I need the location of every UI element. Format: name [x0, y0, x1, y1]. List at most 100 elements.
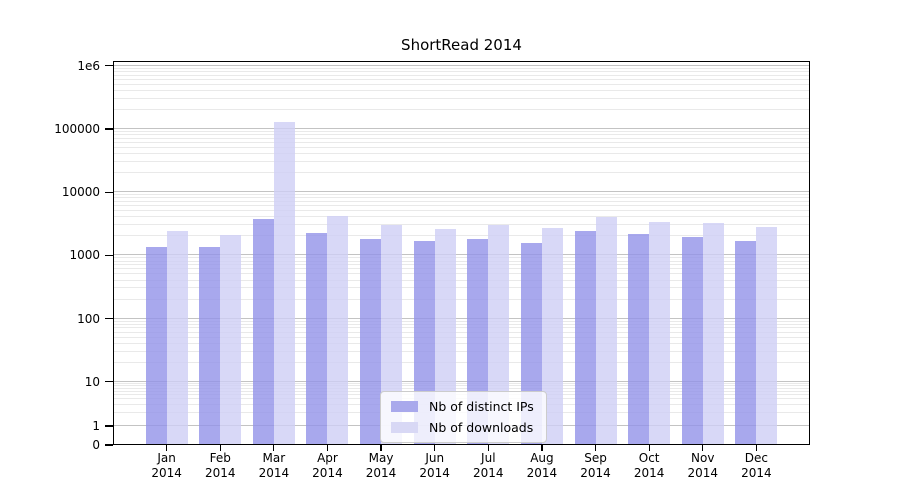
minor-gridline: [113, 153, 810, 155]
minor-gridline: [113, 327, 810, 329]
minor-gridline: [113, 161, 810, 163]
minor-gridline: [113, 342, 810, 344]
x-tick-year: 2014: [365, 466, 397, 480]
minor-gridline: [113, 224, 810, 226]
minor-gridline: [113, 78, 810, 80]
bar-nb-of-distinct-ips-may: [360, 239, 382, 445]
minor-gridline: [113, 331, 810, 333]
bar-nb-of-distinct-ips-apr: [306, 233, 328, 445]
legend: Nb of distinct IPs Nb of downloads: [380, 391, 547, 443]
minor-gridline: [113, 298, 810, 300]
minor-gridline: [113, 70, 810, 72]
x-tick-mark: [755, 445, 757, 451]
bar-nb-of-downloads-jul: [488, 224, 510, 445]
x-tick-year: 2014: [473, 466, 504, 480]
x-tick-year: 2014: [633, 466, 665, 480]
minor-gridline: [113, 205, 810, 207]
x-tick-label: Dec 2014: [716, 451, 796, 481]
major-gridline: [113, 191, 810, 193]
legend-label-distinct-ips: Nb of distinct IPs: [429, 399, 534, 414]
x-tick-month: Mar: [262, 451, 286, 465]
minor-gridline: [113, 108, 810, 110]
x-tick-mark: [702, 445, 704, 451]
x-tick-month: Feb: [209, 451, 231, 465]
y-tick-mark: [105, 425, 113, 427]
x-tick-year: 2014: [687, 466, 719, 480]
minor-gridline: [113, 74, 810, 76]
x-tick-label: Mar 2014: [234, 451, 314, 481]
bar-nb-of-downloads-aug: [541, 228, 563, 445]
minor-gridline: [113, 264, 810, 266]
bar-nb-of-downloads-jun: [434, 228, 456, 445]
y-tick-label: 1e6: [77, 58, 100, 73]
x-tick-year: 2014: [741, 466, 772, 480]
minor-gridline: [113, 257, 810, 259]
x-tick-month: Jun: [425, 451, 445, 465]
plot-area: Nb of distinct IPs Nb of downloads: [113, 61, 810, 445]
minor-gridline: [113, 268, 810, 270]
minor-gridline: [113, 350, 810, 352]
major-gridline: [113, 128, 810, 129]
y-tick-mark: [105, 65, 113, 67]
x-tick-label: Jul 2014: [448, 451, 528, 481]
bar-nb-of-downloads-feb: [220, 235, 242, 445]
y-tick-label: 10000: [61, 185, 100, 200]
minor-gridline: [113, 216, 810, 218]
bar-nb-of-downloads-sep: [595, 217, 617, 445]
minor-gridline: [113, 130, 810, 132]
minor-gridline: [113, 323, 810, 325]
minor-gridline: [113, 320, 810, 322]
minor-gridline: [113, 235, 810, 237]
minor-gridline: [113, 361, 810, 363]
legend-swatch-distinct-ips: [391, 401, 418, 412]
x-tick-mark: [326, 445, 329, 451]
x-tick-month: Jan: [157, 451, 176, 465]
x-tick-year: 2014: [526, 466, 558, 480]
bar-nb-of-downloads-apr: [327, 216, 349, 445]
x-tick-label: Apr 2014: [287, 451, 367, 481]
y-tick-label: 1000: [69, 248, 100, 263]
x-tick-label: Feb 2014: [180, 451, 260, 481]
x-tick-month: Nov: [691, 451, 715, 465]
bar-nb-of-distinct-ips-mar: [252, 218, 274, 445]
bar-nb-of-distinct-ips-feb: [199, 247, 221, 445]
minor-gridline: [113, 67, 810, 69]
legend-label-downloads: Nb of downloads: [429, 420, 534, 435]
x-tick-month: Oct: [638, 451, 660, 465]
minor-gridline: [113, 194, 810, 196]
x-tick-label: Nov 2014: [663, 451, 743, 481]
minor-gridline: [113, 89, 810, 91]
minor-gridline: [113, 142, 810, 144]
y-tick-mark: [105, 381, 113, 383]
minor-gridline: [113, 385, 810, 387]
minor-gridline: [113, 137, 810, 139]
minor-gridline: [113, 287, 810, 289]
bar-nb-of-distinct-ips-dec: [735, 240, 757, 445]
minor-gridline: [113, 83, 810, 85]
x-tick-year: 2014: [312, 466, 343, 480]
minor-gridline: [113, 197, 810, 199]
y-tick-label: 100000: [54, 122, 100, 136]
legend-swatch-downloads: [391, 422, 418, 433]
minor-gridline: [113, 279, 810, 281]
x-tick-mark: [273, 445, 275, 451]
legend-item-distinct-ips: Nb of distinct IPs: [391, 397, 534, 416]
bar-nb-of-downloads-dec: [756, 227, 778, 445]
y-tick-mark: [105, 128, 113, 130]
x-tick-label: Aug 2014: [502, 451, 582, 481]
minor-gridline: [113, 387, 810, 389]
bar-nb-of-downloads-nov: [702, 222, 724, 445]
x-tick-mark: [541, 445, 543, 451]
x-tick-year: 2014: [419, 466, 450, 480]
bar-nb-of-downloads-may: [381, 224, 403, 445]
bar-nb-of-distinct-ips-nov: [681, 237, 703, 445]
y-tick-mark: [105, 318, 113, 320]
x-tick-label: Oct 2014: [609, 451, 689, 481]
minor-gridline: [113, 210, 810, 212]
y-tick-label: 10: [84, 374, 100, 389]
x-tick-month: Jul: [481, 451, 496, 465]
y-tick-label: 0: [92, 438, 100, 452]
minor-gridline: [113, 201, 810, 202]
y-tick-mark: [105, 254, 113, 256]
